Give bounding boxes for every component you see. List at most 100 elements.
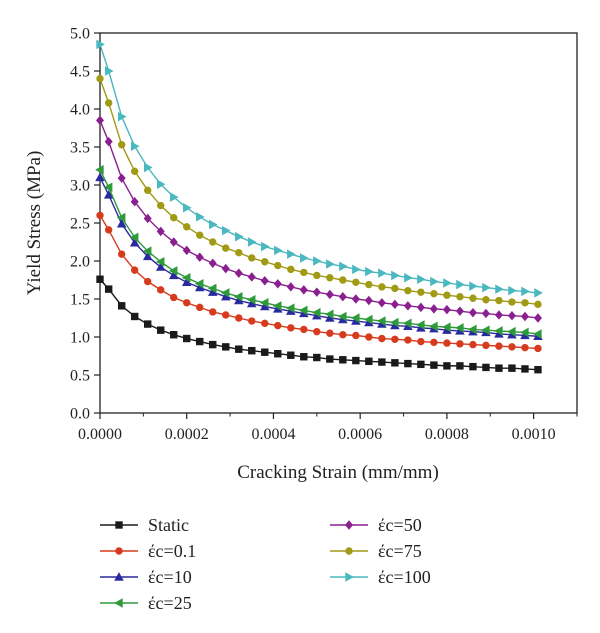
data-point — [443, 291, 451, 299]
data-point — [495, 342, 503, 350]
data-point — [391, 270, 400, 281]
data-point — [482, 296, 490, 304]
y-tick-label: 2.5 — [70, 216, 90, 233]
data-point — [469, 340, 477, 349]
data-point — [274, 245, 283, 256]
data-point — [168, 270, 179, 280]
data-point — [233, 291, 243, 302]
data-point — [326, 329, 334, 337]
data-point — [96, 74, 104, 83]
data-point — [429, 321, 438, 332]
data-point — [103, 182, 113, 193]
data-point — [482, 282, 491, 293]
data-point — [365, 280, 373, 289]
data-point — [170, 192, 179, 202]
data-point — [222, 343, 230, 351]
data-point — [495, 284, 504, 294]
x-tick-label: 0.0002 — [165, 426, 209, 443]
y-tick-label: 0.5 — [70, 368, 90, 385]
legend: Static έc=0.1 έc=10 έc=25 έc=50 έc=75 έc=100 — [100, 515, 431, 613]
data-point — [455, 306, 464, 316]
data-point — [311, 307, 321, 318]
data-point — [117, 250, 126, 258]
data-point — [300, 253, 309, 263]
data-point — [143, 213, 152, 224]
data-point — [144, 320, 152, 328]
data-point — [130, 141, 140, 151]
data-point — [183, 203, 192, 213]
data-point — [196, 212, 205, 222]
legend-marker — [345, 572, 354, 582]
data-point — [312, 287, 321, 297]
data-point — [456, 362, 464, 370]
legend-marker — [344, 520, 354, 530]
data-point — [235, 248, 243, 257]
data-point — [274, 321, 282, 330]
data-point — [520, 327, 529, 338]
data-point — [430, 289, 438, 298]
data-point — [130, 312, 139, 321]
data-point — [196, 303, 204, 312]
data-point — [442, 322, 451, 332]
data-point — [299, 285, 308, 295]
series-6 — [96, 39, 543, 298]
data-point — [248, 254, 256, 262]
data-point — [248, 346, 256, 355]
data-point — [443, 362, 451, 370]
data-point — [144, 186, 152, 195]
data-point — [96, 275, 104, 283]
data-point — [144, 162, 153, 173]
data-point — [534, 344, 542, 353]
data-point — [95, 172, 105, 182]
data-point — [442, 304, 451, 315]
data-point — [116, 218, 127, 228]
data-point — [234, 268, 243, 278]
data-point — [507, 326, 516, 337]
x-tick-label: 0.0008 — [425, 426, 469, 443]
data-point — [495, 296, 503, 305]
data-point — [534, 300, 542, 309]
data-point — [429, 304, 438, 314]
data-point — [273, 279, 282, 289]
data-point — [286, 282, 295, 292]
data-point — [495, 364, 503, 372]
data-point — [195, 252, 204, 262]
data-point — [508, 364, 516, 372]
legend-marker — [345, 547, 353, 555]
data-point — [209, 308, 217, 316]
data-point — [404, 336, 412, 344]
data-point — [508, 343, 516, 351]
data-point — [183, 223, 191, 231]
y-tick-label: 4.5 — [70, 64, 90, 81]
legend-item: έc=10 — [100, 567, 192, 587]
data-point — [104, 66, 114, 76]
legend-label: Static — [148, 515, 189, 535]
data-point — [468, 324, 477, 335]
data-point — [196, 337, 204, 346]
series-4 — [95, 115, 542, 323]
data-point — [235, 231, 244, 242]
data-point — [468, 307, 477, 318]
data-point — [417, 337, 425, 346]
x-tick-label: 0.0006 — [338, 426, 382, 443]
data-point — [287, 351, 295, 359]
data-point — [155, 262, 166, 271]
data-point — [378, 358, 386, 366]
data-point — [157, 201, 165, 210]
data-point — [352, 264, 361, 275]
data-point — [313, 256, 322, 266]
data-point — [363, 314, 373, 325]
data-point — [351, 294, 360, 304]
data-point — [417, 288, 425, 296]
data-point — [168, 266, 178, 276]
data-point — [482, 341, 490, 350]
x-tick-label: 0.0010 — [512, 426, 556, 443]
data-point — [104, 99, 113, 107]
data-point — [507, 311, 516, 321]
data-point — [130, 167, 139, 176]
data-point — [533, 313, 542, 323]
data-point — [142, 246, 152, 256]
data-point — [207, 283, 217, 294]
series-3 — [95, 165, 542, 339]
data-point — [324, 309, 334, 319]
